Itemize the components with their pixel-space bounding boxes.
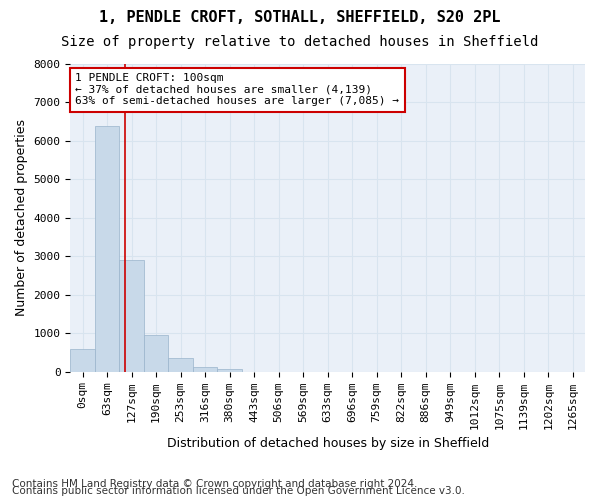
Text: Contains public sector information licensed under the Open Government Licence v3: Contains public sector information licen… xyxy=(12,486,465,496)
Bar xyxy=(144,335,169,372)
Text: 1, PENDLE CROFT, SOTHALL, SHEFFIELD, S20 2PL: 1, PENDLE CROFT, SOTHALL, SHEFFIELD, S20… xyxy=(99,10,501,25)
Bar xyxy=(70,348,95,372)
Text: Size of property relative to detached houses in Sheffield: Size of property relative to detached ho… xyxy=(61,35,539,49)
Bar xyxy=(217,369,242,372)
Bar xyxy=(169,358,193,372)
Text: 1 PENDLE CROFT: 100sqm
← 37% of detached houses are smaller (4,139)
63% of semi-: 1 PENDLE CROFT: 100sqm ← 37% of detached… xyxy=(76,73,400,106)
Text: Contains HM Land Registry data © Crown copyright and database right 2024.: Contains HM Land Registry data © Crown c… xyxy=(12,479,418,489)
Bar xyxy=(95,126,119,372)
Bar xyxy=(119,260,144,372)
X-axis label: Distribution of detached houses by size in Sheffield: Distribution of detached houses by size … xyxy=(167,437,489,450)
Bar xyxy=(193,366,217,372)
Y-axis label: Number of detached properties: Number of detached properties xyxy=(15,120,28,316)
